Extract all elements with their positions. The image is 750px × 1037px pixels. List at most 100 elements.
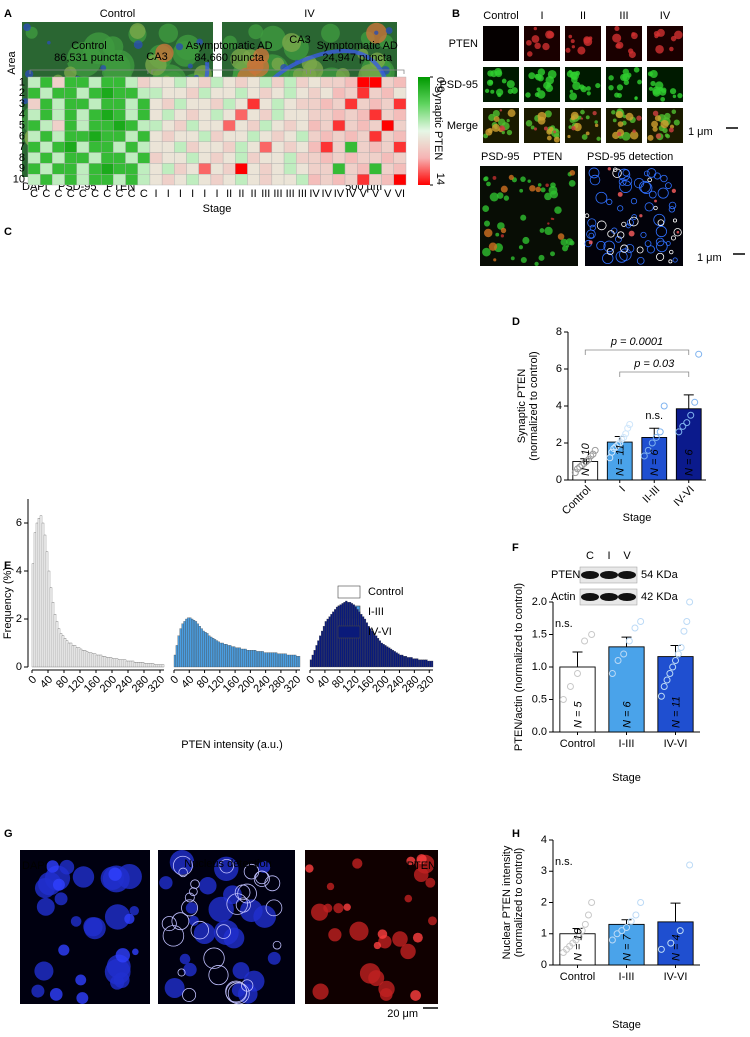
heatmap-cell <box>283 119 297 132</box>
data-point <box>672 657 679 664</box>
x-tick-label: I <box>215 188 218 200</box>
heatmap-cell <box>283 130 297 143</box>
y-axis-label: PTEN/actin (normalized to control) <box>513 583 525 751</box>
heatmap-cell <box>393 98 407 110</box>
micrograph-spot <box>265 899 283 917</box>
y-tick-label: 0.5 <box>532 693 547 705</box>
micrograph-spot <box>543 126 548 131</box>
data-point <box>566 683 574 690</box>
histogram-bar <box>179 628 182 668</box>
heatmap-cell <box>137 163 151 175</box>
histogram-bar <box>43 534 47 668</box>
x-tick-label: 0 <box>26 674 39 687</box>
micrograph <box>483 108 519 143</box>
micrograph-spot <box>672 218 678 223</box>
heatmap-cell <box>222 173 236 186</box>
histogram-bar <box>223 644 226 668</box>
histogram-bar <box>252 650 255 668</box>
histogram-bar <box>380 642 383 668</box>
n-label: N = 10 <box>572 927 584 961</box>
heatmap-cell <box>296 152 309 164</box>
micrograph-spot <box>536 87 541 92</box>
micrograph-spot <box>188 915 199 926</box>
micrograph-spot <box>158 23 179 43</box>
histogram-bar <box>276 653 280 668</box>
histogram-bar <box>238 647 241 668</box>
histogram-bar <box>416 658 419 668</box>
micrograph-spot <box>208 965 229 986</box>
micrograph-spot <box>607 167 612 171</box>
heatmap-cell <box>113 98 126 110</box>
heatmap-cell <box>113 152 126 164</box>
heatmap-cell <box>393 87 407 99</box>
heatmap-cell <box>271 98 285 110</box>
micrograph-spot <box>400 943 416 960</box>
heatmap-cell <box>137 109 151 121</box>
heatmap-cell <box>186 109 199 121</box>
heatmap-cell <box>149 87 163 99</box>
data-point <box>584 911 592 919</box>
micrograph-spot <box>193 922 216 945</box>
legend-label: I-III <box>368 606 384 618</box>
micrograph-spot <box>580 85 588 93</box>
heatmap-cell <box>222 87 236 99</box>
micrograph-spot <box>640 182 653 194</box>
histogram-bar <box>313 650 316 668</box>
heatmap-cell <box>174 163 187 175</box>
heatmap-cell <box>186 119 199 132</box>
micrograph-spot <box>553 136 560 143</box>
histogram-bar <box>93 653 97 668</box>
x-tick-label: II <box>226 188 232 200</box>
heatmap-cell <box>137 119 151 132</box>
data-point <box>587 452 595 460</box>
data-point <box>652 433 660 441</box>
histogram-bar <box>99 654 103 668</box>
micrograph-spot <box>349 921 369 941</box>
micrograph-spot <box>483 220 491 227</box>
micrograph-spot <box>669 46 674 52</box>
heatmap-cell <box>393 173 407 186</box>
heatmap-cell <box>161 119 175 132</box>
data-point <box>631 624 639 632</box>
micrograph <box>647 108 683 143</box>
micrograph-spot <box>235 897 251 913</box>
heatmap-cell <box>271 109 285 121</box>
micrograph-spot <box>617 205 624 212</box>
histogram-bar <box>378 640 381 668</box>
micrograph-spot <box>646 245 655 254</box>
micrograph-spot <box>573 122 582 132</box>
data-point <box>571 469 579 477</box>
micrograph-spot <box>586 91 591 96</box>
bar <box>606 441 633 481</box>
heatmap-cell <box>320 130 334 143</box>
colorbar-label: Synaptic PTEN <box>432 86 444 161</box>
lane-label: I <box>607 550 610 562</box>
heatmap-cell <box>76 87 90 99</box>
micrograph-spot <box>164 977 185 998</box>
data-point <box>580 459 588 467</box>
heatmap-cell <box>271 130 285 143</box>
micrograph <box>606 26 642 61</box>
micrograph-spot <box>508 174 514 181</box>
y-tick-label: 1 <box>541 928 547 940</box>
micrograph-spot <box>483 228 493 238</box>
histogram-bar <box>286 654 289 668</box>
micrograph-spot <box>653 172 661 180</box>
heatmap-cell <box>283 173 297 186</box>
histogram-bar <box>412 658 415 668</box>
x-tick-label: C <box>128 188 136 200</box>
histogram-bar <box>282 653 285 668</box>
heatmap-cell <box>39 130 53 143</box>
heatmap-cell <box>161 76 175 89</box>
heatmap-cell <box>308 87 321 99</box>
heatmap-cell <box>76 109 90 121</box>
heatmap-cell <box>149 109 163 121</box>
heatmap-cell <box>39 119 53 132</box>
histogram-bar <box>69 642 73 668</box>
data-point <box>637 899 645 906</box>
histogram-bar <box>202 630 205 668</box>
histogram-bar <box>137 662 141 668</box>
histogram-bar <box>105 657 109 668</box>
heatmap-cell <box>64 98 77 110</box>
histogram-bar <box>213 639 217 668</box>
